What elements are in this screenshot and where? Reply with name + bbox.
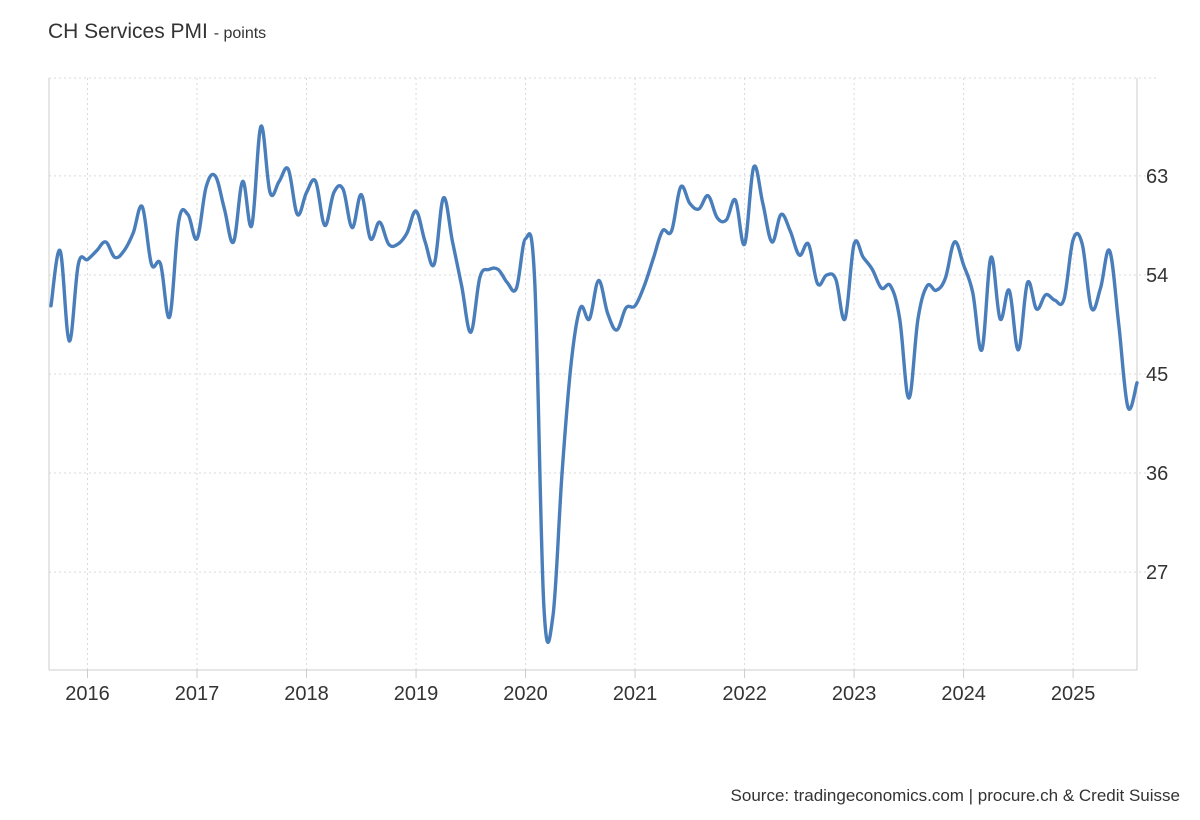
chart-unit: - points	[213, 25, 267, 42]
x-tick-label: 2025	[1051, 683, 1096, 705]
chart-grid	[49, 77, 1157, 670]
x-tick-label: 2019	[394, 683, 439, 705]
series-line	[49, 124, 1139, 645]
x-tick-label: 2016	[65, 683, 110, 705]
y-tick-label: 36	[1146, 463, 1168, 485]
x-tick-label: 2022	[722, 683, 767, 705]
chart-axes	[48, 78, 1138, 671]
y-axis-ticks: 27 36 45 54 63	[1146, 166, 1168, 584]
chart-title: CH Services PMI - points	[48, 20, 266, 44]
x-tick-label: 2021	[613, 683, 658, 705]
y-tick-label: 45	[1146, 364, 1168, 386]
x-tick-label: 2023	[832, 683, 877, 705]
x-tick-label: 2024	[941, 683, 986, 705]
chart-series	[49, 124, 1139, 645]
y-tick-label: 54	[1146, 265, 1168, 287]
x-tick-label: 2017	[175, 683, 220, 705]
x-tick-label: 2018	[284, 683, 329, 705]
y-tick-label: 63	[1146, 166, 1168, 188]
source-note: Source: tradingeconomics.com | procure.c…	[730, 786, 1180, 805]
chart-title-text: CH Services PMI	[48, 20, 208, 43]
x-axis-ticks: 2016 2017 2018 2019 2020 2021 2022 2023 2024 2025	[65, 670, 1095, 705]
y-tick-label: 27	[1146, 562, 1168, 584]
x-tick-label: 2020	[503, 683, 548, 705]
